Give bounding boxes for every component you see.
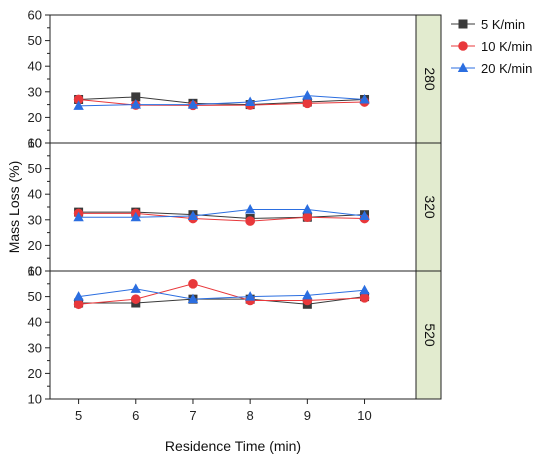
y-tick-label: 30 <box>28 340 42 355</box>
y-tick-label: 10 <box>28 392 42 407</box>
y-tick-label: 10 <box>28 264 42 279</box>
data-point <box>131 92 141 102</box>
data-point <box>245 216 255 226</box>
legend-label: 5 K/min <box>481 17 525 32</box>
data-point <box>302 90 313 100</box>
panel-strip <box>415 142 442 272</box>
series-line <box>78 98 365 106</box>
y-tick-label: 40 <box>28 59 42 74</box>
series-line <box>78 96 365 106</box>
data-point <box>73 299 84 310</box>
legend-label: 20 K/min <box>481 61 532 76</box>
y-tick-label: 60 <box>28 8 42 23</box>
data-point <box>359 210 370 220</box>
data-point <box>302 212 313 223</box>
data-point <box>73 211 84 222</box>
series-line <box>78 95 365 107</box>
x-axis-title: Residence Time (min) <box>165 438 301 454</box>
data-point <box>130 294 141 304</box>
series-line <box>78 212 365 222</box>
y-tick-label: 50 <box>28 33 42 48</box>
data-point <box>244 291 256 301</box>
data-point <box>244 204 256 214</box>
panel-strip-label: 520 <box>422 323 438 347</box>
series-20-k-min <box>73 204 370 222</box>
panel-280: 280 10 20 30 40 50 60 <box>28 8 442 151</box>
series-10-k-min <box>73 279 370 310</box>
y-tick-label: 20 <box>28 366 42 381</box>
legend: 5 K/min 10 K/min 20 K/min <box>451 17 532 76</box>
panel-strip <box>415 14 442 144</box>
panel-320: 320 10 20 30 40 50 60 <box>28 136 442 279</box>
x-tick-label: 8 <box>247 408 254 423</box>
y-tick-label: 40 <box>28 187 42 202</box>
y-tick-label: 10 <box>28 136 42 151</box>
y-tick-label: 30 <box>28 84 42 99</box>
y-tick-label: 20 <box>28 238 42 253</box>
legend-marker <box>458 41 468 51</box>
legend-marker <box>458 19 468 29</box>
data-point <box>73 291 84 301</box>
series-line <box>78 209 365 218</box>
data-point <box>187 293 199 304</box>
legend-item: 5 K/min <box>451 17 525 32</box>
y-axis-title: Mass Loss (%) <box>6 161 22 254</box>
panel-frame <box>49 14 417 144</box>
panels-layer: 280 10 20 30 40 50 60 320 10 20 30 40 50 60 520 10 20 30 4… <box>28 8 442 407</box>
x-axis: 5 6 7 8 9 10 <box>75 399 372 423</box>
y-tick-label: 60 <box>28 136 42 151</box>
data-point <box>359 93 370 104</box>
series-20-k-min <box>73 90 370 110</box>
data-point <box>244 96 256 107</box>
x-tick-label: 7 <box>189 408 196 423</box>
legend-item: 20 K/min <box>451 61 532 76</box>
data-point <box>302 204 313 214</box>
y-tick-label: 50 <box>28 161 42 176</box>
data-point <box>302 98 313 109</box>
legend-marker <box>457 62 469 72</box>
data-point <box>130 99 141 109</box>
data-point <box>359 284 370 295</box>
series-line <box>78 211 365 220</box>
panel-frame <box>49 142 417 272</box>
series-20-k-min <box>73 283 370 304</box>
panel-520: 520 10 20 30 40 50 60 <box>28 264 442 407</box>
panel-strip <box>415 270 442 400</box>
data-point <box>73 94 84 105</box>
series-5-k-min <box>74 207 370 224</box>
data-point <box>130 283 141 293</box>
data-point <box>302 289 313 300</box>
data-point <box>130 211 141 222</box>
y-tick-label: 20 <box>28 110 42 125</box>
y-tick-label: 30 <box>28 212 42 227</box>
x-tick-label: 5 <box>75 408 82 423</box>
x-tick-label: 10 <box>357 408 371 423</box>
panel-strip-label: 320 <box>422 195 438 219</box>
series-line <box>78 283 365 305</box>
series-line <box>78 296 365 305</box>
data-point <box>187 99 199 109</box>
series-5-k-min <box>74 92 370 110</box>
data-point <box>188 279 198 289</box>
y-tick-label: 60 <box>28 264 42 279</box>
data-point <box>187 210 199 220</box>
legend-item: 10 K/min <box>451 39 532 54</box>
y-tick-label: 50 <box>28 289 42 304</box>
x-tick-label: 9 <box>304 408 311 423</box>
legend-label: 10 K/min <box>481 39 532 54</box>
data-point <box>359 293 370 303</box>
y-tick-label: 40 <box>28 315 42 330</box>
series-line <box>78 288 365 300</box>
x-tick-label: 6 <box>132 408 139 423</box>
panel-strip-label: 280 <box>422 67 438 91</box>
data-point <box>73 100 84 110</box>
